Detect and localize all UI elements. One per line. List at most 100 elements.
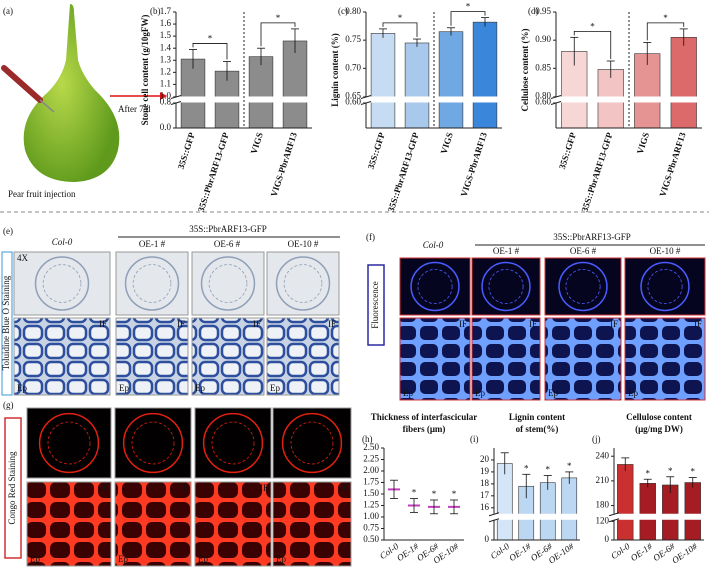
axis-break-mark	[360, 95, 372, 105]
micrograph	[544, 257, 622, 316]
y-tick-label: 1.6	[160, 18, 172, 28]
micrograph	[13, 317, 111, 396]
stain-label: Fluorescence	[370, 281, 380, 328]
significance: *	[567, 461, 572, 471]
significance: *	[691, 467, 696, 477]
significance-bracket	[573, 30, 612, 59]
micrograph	[115, 251, 189, 316]
stem-section	[132, 264, 172, 303]
significance: *	[663, 13, 668, 23]
tissue-label: Ep	[195, 383, 205, 393]
axis-break	[491, 513, 580, 520]
micrograph	[624, 317, 706, 401]
significance-bracket	[192, 43, 228, 60]
panel-label: (i)	[470, 434, 479, 444]
y-tick-label: 0.50	[363, 534, 379, 544]
panel-label: (f)	[366, 232, 375, 242]
y-tick-label: 0.75	[345, 34, 361, 44]
y-tick-label: 16	[480, 502, 490, 512]
micrograph	[399, 317, 471, 401]
line-label: OE-10 #	[650, 246, 681, 256]
stem-section	[481, 261, 531, 312]
axis-break	[553, 96, 702, 103]
micrograph	[544, 317, 622, 401]
tissue-label: IF	[328, 319, 336, 329]
bar	[634, 53, 661, 129]
stem-section	[558, 261, 608, 312]
significance: *	[432, 489, 437, 499]
micrograph	[624, 257, 706, 316]
y-tick-label: 0.60	[535, 97, 551, 107]
micrograph	[191, 317, 265, 396]
stem-section	[290, 421, 334, 465]
chart-title: Thickness of interfascicular	[371, 412, 478, 422]
y-tick-label: 1.1	[160, 78, 171, 88]
y-tick-label: 0.95	[535, 6, 551, 16]
bar	[248, 56, 274, 129]
x-tick-label: VIGS-PbrARF13	[459, 131, 489, 198]
y-tick-label: 180	[596, 500, 610, 510]
chart-title: (μg/mg DW)	[635, 424, 683, 434]
stem-section	[122, 412, 184, 474]
stem-section	[124, 256, 180, 311]
stem-section	[281, 412, 343, 474]
panel-label: (c)	[338, 6, 348, 16]
stem-section	[47, 421, 91, 465]
axis-break	[611, 513, 704, 520]
y-tick-label: 18	[480, 478, 490, 488]
y-tick-label: 1.2	[160, 66, 171, 76]
micrograph	[266, 317, 340, 396]
y-tick-label: 19	[480, 466, 490, 476]
x-tick-label: OE-10#	[670, 541, 699, 566]
line-label: OE-1 #	[139, 239, 166, 249]
y-tick-label: 1.50	[363, 488, 379, 498]
stem-section	[38, 412, 100, 474]
panel-label: (d)	[528, 6, 539, 16]
axis-break-mark	[488, 512, 500, 523]
y-tick-label: 1.4	[160, 42, 172, 52]
significance: *	[590, 21, 595, 31]
x-tick-label: 35S::PbrARF13-GFP	[196, 131, 231, 213]
line-label: OE-10 #	[288, 239, 319, 249]
tissue-label: IF	[253, 319, 261, 329]
y-axis-label: Lignin content (%)	[330, 33, 340, 107]
x-tick-label: 35S::PbrARF13-GFP	[579, 131, 614, 213]
tissue-label: Ep	[30, 554, 40, 564]
bar	[438, 31, 464, 129]
stem-section	[640, 261, 690, 312]
tissue-label: IF	[180, 483, 188, 493]
tissue-label: Ep	[548, 388, 558, 398]
panel-label: (g)	[3, 400, 14, 410]
stem-section	[275, 256, 331, 311]
x-tick-label: VIGS	[439, 131, 455, 155]
axis-break-mark	[170, 95, 182, 105]
stain-box	[367, 264, 385, 346]
y-tick-label: 0.60	[345, 97, 361, 107]
stain-label: Toluidine Blue O Staining	[1, 275, 11, 370]
bar	[670, 37, 697, 129]
significance: *	[546, 465, 551, 475]
x-tick-label: OE-10#	[546, 541, 575, 566]
micrograph	[471, 317, 541, 401]
chart-title: Cellulose content	[626, 412, 692, 422]
line-label: OE-6 #	[214, 239, 241, 249]
y-tick-label: 1.25	[363, 500, 379, 510]
pear-illustration	[1, 4, 120, 182]
tissue-label: IF	[459, 319, 467, 329]
micrograph	[272, 481, 352, 567]
stain-box	[1, 251, 13, 396]
significance: *	[452, 489, 457, 499]
micrograph	[115, 317, 189, 396]
y-axis-label: Stone cell content (g/10gFW)	[140, 15, 150, 126]
tissue-label: Ep	[475, 388, 485, 398]
stem-section	[488, 268, 524, 304]
bar	[539, 482, 556, 541]
arrow-head	[160, 92, 167, 100]
stem-section	[200, 256, 256, 311]
micrograph	[194, 481, 272, 567]
y-tick-label: 0.85	[535, 62, 551, 72]
y-tick-label: 0.65	[345, 91, 361, 101]
bar	[404, 42, 430, 129]
micrograph	[114, 407, 192, 479]
tissue-label: Ep	[403, 388, 413, 398]
